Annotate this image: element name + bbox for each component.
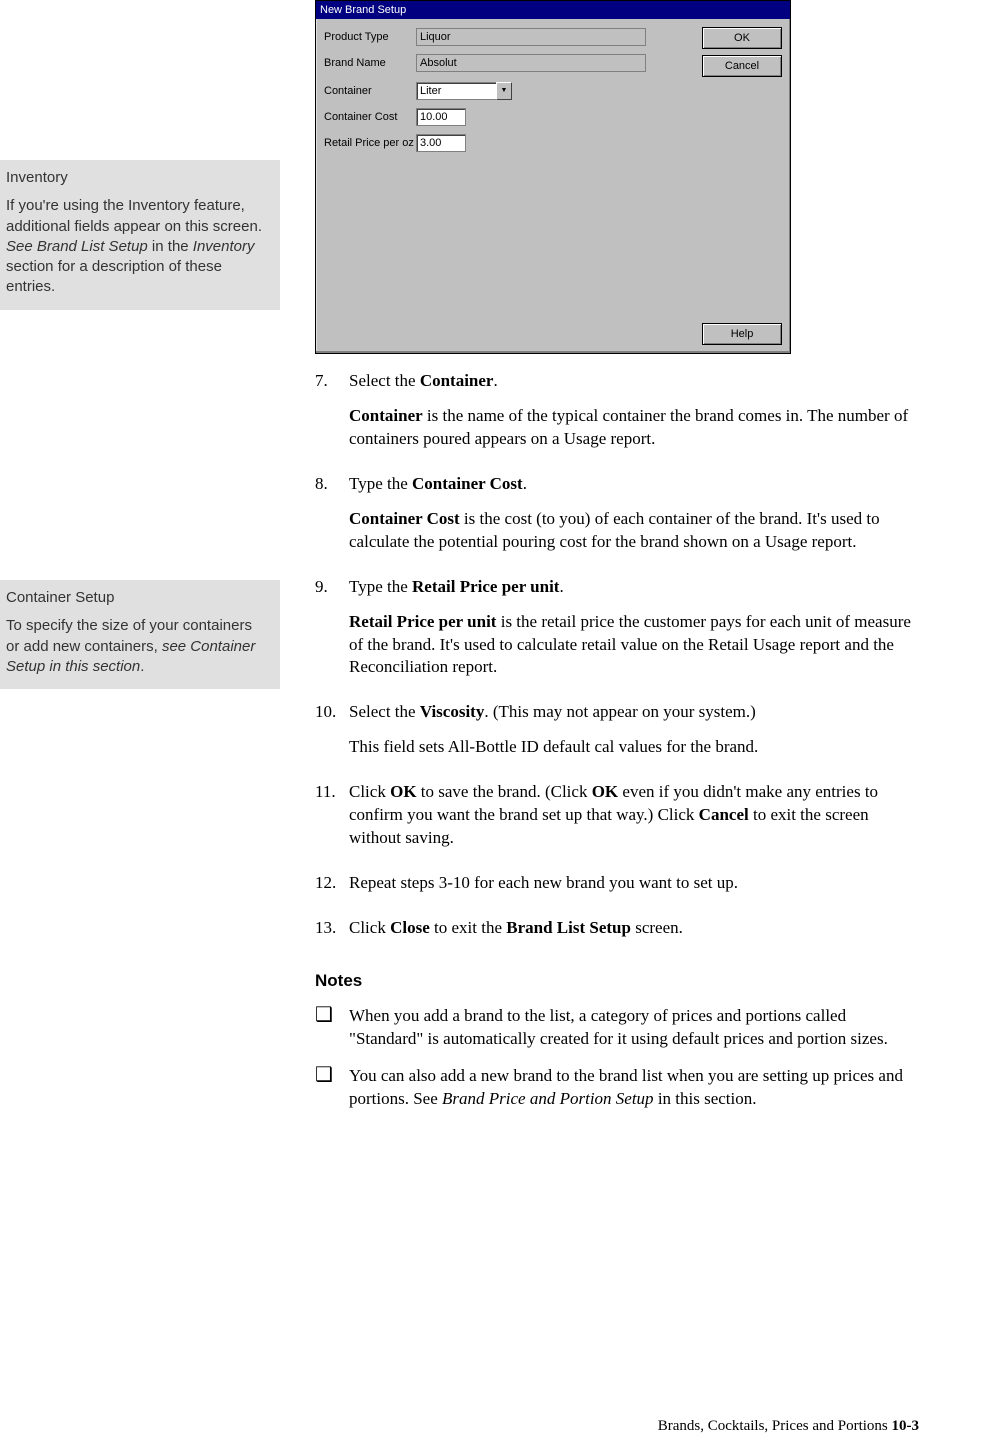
container-combo[interactable]: Liter ▼ [416, 82, 512, 100]
retail-price-label: Retail Price per oz [324, 136, 416, 151]
step-number: 8. [315, 473, 349, 566]
text-bold: OK [390, 782, 416, 801]
step-9: 9. Type the Retail Price per unit. Retai… [315, 576, 915, 692]
text: This field sets All-Bottle ID default ca… [349, 736, 915, 759]
text-em: See Brand List Setup [6, 238, 148, 255]
text: . [493, 371, 497, 390]
text: to save the brand. (Click [417, 782, 592, 801]
field-value: 10.00 [420, 110, 448, 125]
text: If you're using the Inventory feature, a… [6, 197, 262, 234]
text: Type the [349, 577, 412, 596]
text-bold: Close [390, 918, 430, 937]
dialog-form: Product Type Liquor Brand Name Absolut C… [324, 27, 694, 345]
text: screen. [631, 918, 683, 937]
cancel-button[interactable]: Cancel [702, 55, 782, 77]
step-8: 8. Type the Container Cost. Container Co… [315, 473, 915, 566]
text: . [523, 474, 527, 493]
page-footer: Brands, Cocktails, Prices and Portions 1… [658, 1416, 919, 1436]
text-bold: Container Cost [349, 509, 460, 528]
note-2: ❑ You can also add a new brand to the br… [315, 1065, 915, 1111]
dialog-title: New Brand Setup [320, 3, 406, 18]
dialog-buttons: OK Cancel Help [702, 27, 782, 345]
new-brand-setup-dialog: New Brand Setup Product Type Liquor Bran… [315, 0, 791, 354]
text: to exit the [430, 918, 506, 937]
text-bold: Container Cost [412, 474, 523, 493]
step-number: 9. [315, 576, 349, 692]
sidebar-container-title: Container Setup [6, 588, 268, 608]
dialog-titlebar: New Brand Setup [316, 1, 790, 19]
field-value: 3.00 [420, 136, 441, 151]
text: Select the [349, 702, 420, 721]
sidebar-note-inventory: Inventory If you're using the Inventory … [0, 160, 280, 310]
text: in the [148, 238, 193, 255]
text: in this section. [654, 1089, 757, 1108]
text-bold: Container [420, 371, 494, 390]
step-number: 12. [315, 872, 349, 907]
text: . (This may not appear on your system.) [484, 702, 755, 721]
text-em: Inventory [193, 238, 255, 255]
checkbox-icon: ❑ [315, 1065, 349, 1111]
text-bold: Viscosity [420, 702, 485, 721]
text: is the name of the typical container the… [349, 406, 908, 448]
text-bold: Retail Price per unit [349, 612, 496, 631]
footer-section: Brands, Cocktails, Prices and Portions [658, 1418, 892, 1434]
step-number: 11. [315, 781, 349, 862]
text-bold: Cancel [699, 805, 749, 824]
retail-price-field[interactable]: 3.00 [416, 134, 466, 152]
product-type-field: Liquor [416, 28, 646, 46]
field-value: Liter [420, 84, 441, 99]
field-value: Liquor [420, 30, 451, 45]
text-em: Brand Price and Portion Setup [442, 1089, 654, 1108]
sidebar-note-container: Container Setup To specify the size of y… [0, 580, 280, 689]
field-value: Absolut [420, 56, 457, 71]
step-7: 7. Select the Container. Container is th… [315, 370, 915, 463]
main-content: 7. Select the Container. Container is th… [315, 370, 915, 1125]
container-cost-field[interactable]: 10.00 [416, 108, 466, 126]
text: section for a description of these entri… [6, 258, 222, 295]
step-number: 13. [315, 917, 349, 952]
step-number: 7. [315, 370, 349, 463]
sidebar-inventory-body: If you're using the Inventory feature, a… [6, 196, 268, 297]
text-bold: Container [349, 406, 423, 425]
help-button[interactable]: Help [702, 323, 782, 345]
container-cost-label: Container Cost [324, 110, 416, 125]
ok-button[interactable]: OK [702, 27, 782, 49]
text: . [140, 658, 144, 675]
chevron-down-icon[interactable]: ▼ [496, 82, 512, 100]
text-bold: OK [592, 782, 618, 801]
step-11: 11. Click OK to save the brand. (Click O… [315, 781, 915, 862]
text: Click [349, 782, 390, 801]
step-10: 10. Select the Viscosity. (This may not … [315, 701, 915, 771]
footer-page: 10-3 [892, 1418, 920, 1434]
note-1: ❑ When you add a brand to the list, a ca… [315, 1005, 915, 1051]
step-number: 10. [315, 701, 349, 771]
step-12: 12. Repeat steps 3-10 for each new brand… [315, 872, 915, 907]
note-text: When you add a brand to the list, a cate… [349, 1005, 915, 1051]
brand-name-field: Absolut [416, 54, 646, 72]
brand-name-label: Brand Name [324, 56, 416, 71]
product-type-label: Product Type [324, 30, 416, 45]
checkbox-icon: ❑ [315, 1005, 349, 1051]
text: Select the [349, 371, 420, 390]
container-label: Container [324, 84, 416, 99]
text-bold: Brand List Setup [506, 918, 631, 937]
notes-heading: Notes [315, 970, 915, 993]
sidebar-container-body: To specify the size of your containers o… [6, 616, 268, 677]
text-bold: Retail Price per unit [412, 577, 559, 596]
text: Repeat steps 3-10 for each new brand you… [349, 872, 915, 895]
text: . [559, 577, 563, 596]
text: Click [349, 918, 390, 937]
sidebar-inventory-title: Inventory [6, 168, 268, 188]
text: Type the [349, 474, 412, 493]
step-13: 13. Click Close to exit the Brand List S… [315, 917, 915, 952]
